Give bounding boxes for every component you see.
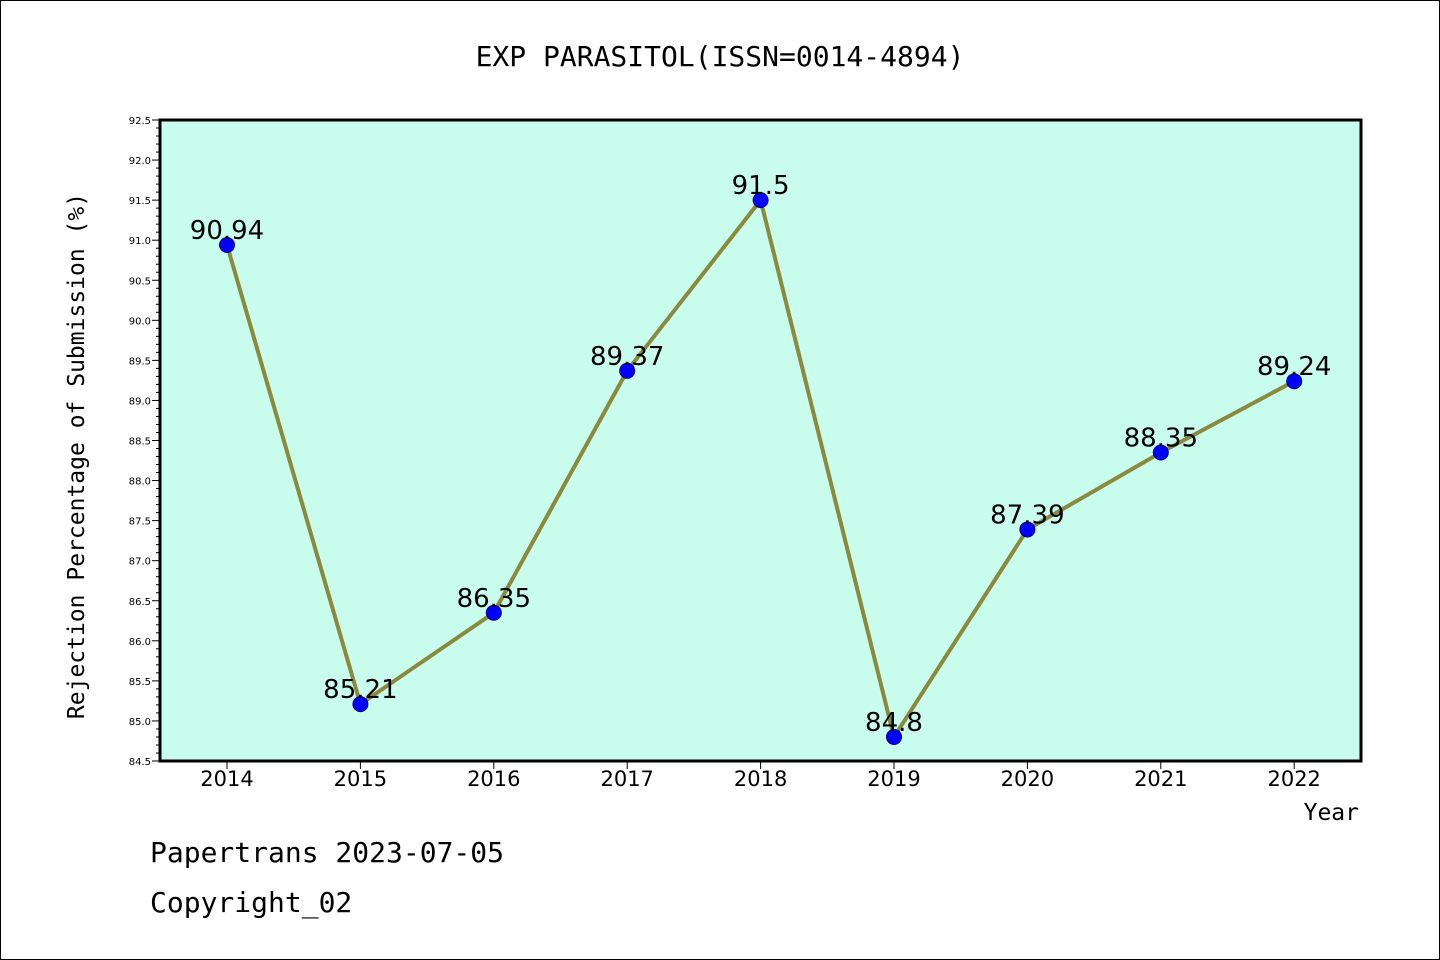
y-tick-label: 86.5 bbox=[129, 597, 151, 608]
y-tick-label: 89.5 bbox=[129, 356, 151, 367]
data-label: 86.35 bbox=[457, 584, 531, 614]
x-tick-label: 2019 bbox=[867, 767, 920, 791]
data-point bbox=[619, 362, 636, 379]
y-tick-label: 88.5 bbox=[129, 437, 151, 448]
y-tick-label: 88.0 bbox=[129, 477, 151, 488]
y-tick-label: 85.0 bbox=[129, 717, 151, 728]
y-tick-label: 86.0 bbox=[129, 637, 151, 648]
data-point bbox=[752, 192, 769, 209]
source-date-text: Papertrans 2023-07-05 bbox=[150, 836, 505, 869]
data-point bbox=[886, 728, 902, 745]
data-point bbox=[1286, 373, 1303, 390]
y-tick-label: 92.0 bbox=[129, 156, 151, 167]
data-label: 87.39 bbox=[990, 500, 1064, 530]
data-label: 85.21 bbox=[323, 675, 397, 705]
data-point bbox=[352, 696, 369, 713]
series-rejection bbox=[219, 192, 1303, 745]
x-tick-label: 2018 bbox=[734, 767, 787, 791]
x-axis-label: Year bbox=[1304, 800, 1359, 826]
x-axis-ticks: 2014 2015 2016 2017 2018 2019 2020 2021 2022 bbox=[200, 761, 1321, 791]
y-axis-ticks: 84.5 85.0 85.5 86.0 86.5 87.0 87.5 88.0 88.5 89.0… bbox=[129, 116, 160, 768]
y-tick-label: 90.5 bbox=[129, 276, 151, 287]
y-tick-label: 89.0 bbox=[129, 396, 151, 407]
plot-area bbox=[158, 118, 1363, 763]
x-tick-label: 2022 bbox=[1267, 767, 1320, 791]
data-point bbox=[219, 236, 235, 253]
x-tick-label: 2016 bbox=[467, 767, 520, 791]
y-tick-label: 85.5 bbox=[129, 677, 151, 688]
x-tick-label: 2017 bbox=[600, 767, 653, 791]
x-tick-label: 2021 bbox=[1134, 767, 1187, 791]
data-label: 89.37 bbox=[590, 342, 664, 372]
data-label: 90.94 bbox=[190, 216, 264, 246]
y-tick-label: 91.0 bbox=[129, 236, 151, 247]
y-tick-label: 92.5 bbox=[129, 116, 151, 127]
data-point bbox=[1019, 521, 1036, 538]
y-tick-label: 91.5 bbox=[129, 196, 151, 207]
y-tick-label: 90.0 bbox=[129, 316, 151, 327]
data-label: 89.24 bbox=[1257, 352, 1331, 382]
chart-title: EXP PARASITOL(ISSN=0014-4894) bbox=[476, 40, 965, 73]
y-tick-label: 87.0 bbox=[129, 557, 151, 568]
copyright-text: Copyright_02 bbox=[150, 886, 353, 919]
y-tick-label: 87.5 bbox=[129, 517, 151, 528]
y-axis-label: Rejection Percentage of Submission (%) bbox=[64, 193, 90, 719]
data-label: 84.8 bbox=[865, 708, 923, 738]
data-point bbox=[485, 604, 502, 621]
data-point bbox=[1152, 444, 1169, 461]
x-tick-label: 2015 bbox=[334, 767, 387, 791]
x-tick-label: 2020 bbox=[1001, 767, 1054, 791]
x-tick-label: 2014 bbox=[200, 767, 253, 791]
data-label: 91.5 bbox=[732, 171, 790, 201]
data-label: 88.35 bbox=[1124, 424, 1198, 454]
y-tick-label: 84.5 bbox=[129, 757, 151, 768]
data-labels: 90.94 85.21 86.35 89.37 91.5 84.8 87.39 88.35 89… bbox=[190, 171, 1332, 738]
